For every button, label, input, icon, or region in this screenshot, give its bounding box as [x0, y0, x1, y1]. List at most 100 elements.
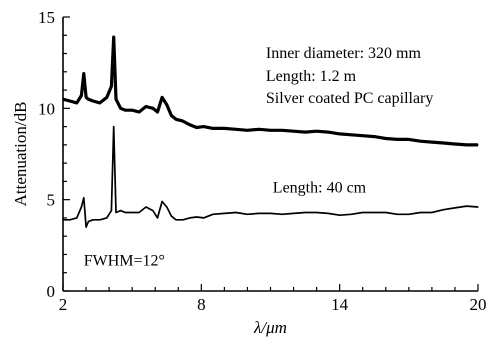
- data-point: [235, 128, 237, 130]
- y-tick-label: 10: [38, 99, 55, 118]
- data-point: [131, 211, 133, 214]
- data-point: [246, 129, 248, 131]
- x-axis-label: λ/μm: [253, 318, 287, 337]
- data-point: [106, 217, 108, 219]
- data-point: [419, 140, 421, 142]
- data-point: [115, 211, 117, 214]
- data-point: [110, 85, 112, 87]
- data-point: [69, 100, 71, 102]
- data-point: [120, 107, 122, 109]
- data-point: [477, 144, 479, 146]
- data-point: [175, 219, 177, 221]
- data-point: [454, 143, 456, 145]
- x-tick-label: 20: [470, 295, 487, 314]
- data-point: [431, 211, 433, 214]
- data-point: [212, 213, 214, 215]
- x-tick-label: 2: [59, 295, 68, 314]
- data-point: [203, 217, 205, 219]
- data-point: [442, 209, 444, 211]
- data-point: [166, 206, 168, 208]
- data-point: [80, 94, 82, 97]
- annotation: Silver coated PC capillary: [266, 90, 434, 107]
- data-point: [304, 211, 306, 214]
- data-point: [85, 226, 87, 228]
- data-point: [269, 129, 272, 131]
- data-point: [69, 219, 71, 221]
- data-point: [281, 129, 283, 131]
- y-tick-label: 5: [47, 191, 56, 210]
- data-point: [182, 219, 184, 221]
- data-point: [465, 144, 468, 146]
- series-layer: [62, 35, 479, 228]
- data-point: [212, 127, 214, 129]
- axes: [62, 16, 479, 292]
- data-point: [76, 102, 78, 104]
- data-point: [182, 120, 184, 122]
- series-2: [62, 125, 479, 228]
- data-point: [235, 211, 237, 214]
- data-point: [131, 109, 133, 111]
- data-point: [327, 212, 329, 214]
- data-point: [196, 216, 198, 218]
- data-point: [465, 205, 468, 207]
- data-point: [339, 214, 341, 216]
- data-point: [166, 104, 168, 106]
- data-point: [170, 115, 172, 117]
- series-line: [62, 35, 478, 147]
- data-point: [223, 212, 225, 214]
- y-tick-label: 0: [47, 282, 56, 301]
- data-point: [124, 211, 126, 214]
- data-point: [92, 100, 94, 102]
- data-point: [175, 118, 177, 120]
- data-point: [373, 136, 375, 138]
- data-point: [316, 211, 318, 214]
- data-point: [99, 219, 101, 221]
- data-point: [362, 135, 364, 137]
- data-point: [85, 96, 87, 98]
- data-point: [350, 213, 352, 215]
- y-tick-label: 15: [38, 8, 55, 27]
- data-point: [99, 102, 101, 104]
- data-point: [62, 98, 64, 100]
- annotation: Length: 40 cm: [273, 179, 367, 196]
- data-point: [408, 213, 410, 215]
- data-point: [442, 142, 444, 144]
- data-point: [83, 73, 85, 75]
- data-point: [339, 133, 341, 135]
- data-point: [419, 211, 421, 214]
- data-point: [203, 126, 205, 128]
- data-point: [258, 128, 260, 130]
- data-point: [152, 107, 154, 109]
- data-point: [76, 217, 78, 219]
- data-point: [124, 109, 126, 111]
- data-point: [87, 98, 89, 100]
- data-point: [373, 211, 375, 214]
- tick-labels: 2 8 14 20 0 5 10 15: [38, 8, 487, 314]
- data-point: [396, 213, 398, 215]
- y-axis-label: Attenuation/dB: [11, 102, 30, 207]
- annotation: FWHM=12°: [84, 252, 165, 269]
- data-point: [145, 206, 147, 208]
- data-point: [113, 36, 115, 38]
- data-point: [385, 211, 387, 214]
- data-point: [161, 96, 163, 98]
- data-point: [62, 219, 64, 221]
- series-1: [62, 35, 479, 147]
- data-point: [110, 210, 112, 212]
- x-tick-label: 8: [197, 295, 206, 314]
- data-point: [281, 213, 283, 215]
- data-point: [92, 219, 94, 221]
- data-point: [138, 111, 140, 113]
- data-point: [115, 98, 117, 100]
- data-point: [87, 221, 89, 223]
- data-point: [161, 200, 163, 203]
- data-point: [293, 212, 295, 214]
- annotation: Inner diameter: 320 mm: [266, 45, 422, 62]
- data-point: [170, 215, 172, 217]
- data-point: [269, 212, 272, 214]
- data-point: [454, 207, 456, 209]
- data-point: [196, 126, 198, 129]
- data-point: [106, 96, 108, 98]
